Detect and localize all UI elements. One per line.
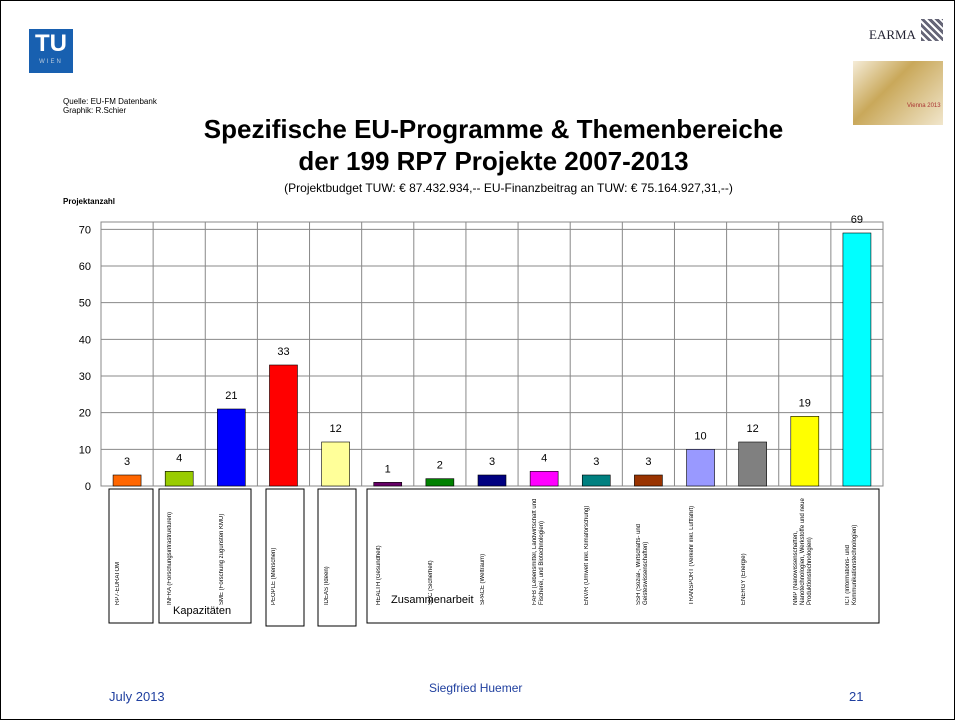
- x-tick-label: NMP (Nanowissenschaften, Nanotechnologie…: [792, 498, 813, 605]
- partner-icon: [921, 19, 943, 41]
- partner-name: EARMA: [869, 27, 916, 42]
- bar: [217, 408, 246, 487]
- y-tick-label: 50: [79, 298, 91, 310]
- x-tick-label: ENERGY (Energie): [740, 553, 747, 605]
- data-label: 12: [329, 423, 341, 435]
- box: [366, 488, 880, 624]
- badge-text: Vienna 2013: [907, 103, 941, 109]
- bar: [425, 478, 455, 487]
- bar: [321, 441, 350, 487]
- data-label: 3: [645, 456, 651, 468]
- data-label: 3: [124, 456, 130, 468]
- badge: [853, 61, 943, 125]
- data-label: 3: [593, 456, 599, 468]
- x-tick-label: FAFB (Lebensmittel, Landwirtschaft und F…: [532, 498, 546, 605]
- y-tick-label: 30: [79, 371, 91, 383]
- tu-logo: TU WIEN: [29, 29, 73, 73]
- footer-page: 21: [849, 689, 864, 704]
- x-tick-label: IDEAS (Ideen): [323, 566, 330, 605]
- x-tick-label: HEALTH (Gesundheit): [375, 545, 382, 605]
- bar: [790, 416, 820, 487]
- y-tick-label: 70: [79, 224, 91, 236]
- title-line: Spezifische EU-Programme & Themenbereich…: [203, 114, 784, 144]
- x-tick-label: ENV/R (Umwelt inkl. Klimaforschung): [584, 505, 591, 605]
- title-line: der 199 RP7 Projekte 2007-2013: [298, 146, 689, 176]
- source: Quelle: EU-FM Datenbank Graphik: R.Schie…: [63, 97, 157, 115]
- y-label: Projektanzahl: [63, 197, 116, 206]
- bar: [477, 474, 507, 487]
- data-label: 10: [694, 430, 706, 442]
- data-label: 21: [225, 390, 237, 402]
- y-tick-label: 20: [79, 408, 91, 420]
- footer-date: July 2013: [109, 689, 165, 704]
- x-tick-label: RP7-EURATOM: [115, 561, 122, 605]
- data-label: 2: [437, 460, 443, 472]
- x-tick-label: ICT (Informations- und Kommunikationstec…: [844, 524, 858, 605]
- data-label: 69: [851, 214, 863, 226]
- bar: [581, 474, 611, 487]
- source-line: Graphik: R.Schier: [63, 106, 127, 115]
- data-label: 12: [747, 423, 759, 435]
- y-tick-label: 40: [79, 334, 91, 346]
- x-tick-label: SEC (Sicherheit): [427, 560, 434, 605]
- y-tick-label: 10: [79, 444, 91, 456]
- data-label: 3: [489, 456, 495, 468]
- bar: [686, 449, 715, 487]
- bar: [112, 474, 142, 487]
- bar: [529, 471, 559, 487]
- bar: [164, 471, 194, 487]
- bar: [634, 474, 663, 487]
- data-label: 4: [541, 452, 547, 464]
- box: [265, 488, 305, 627]
- subtitle: (Projektbudget TUW: € 87.432.934,-- EU-F…: [284, 181, 733, 195]
- footer-author: Siegfried Huemer: [429, 681, 523, 695]
- group-boxes: [108, 488, 880, 627]
- logo-sub: WIEN: [39, 59, 63, 65]
- x-tick-label: SSH (Sozial-, Wirtschafts- und Geisteswi…: [636, 523, 650, 605]
- group-label: Kapazitäten: [173, 605, 231, 617]
- earma-logo: EARMA Vienna 2013: [849, 19, 945, 127]
- source-line: Quelle: EU-FM Datenbank: [63, 97, 157, 106]
- bar: [842, 232, 872, 487]
- x-tick-label: INFRA (Forschungsinfrastrukturen): [167, 511, 174, 605]
- logo-text: TU: [35, 30, 67, 57]
- group-label: Zusammenarbeit: [391, 594, 474, 606]
- box: [108, 488, 154, 624]
- y-tick-label: 0: [85, 481, 91, 493]
- data-label: 4: [176, 452, 182, 464]
- data-label: 19: [799, 397, 811, 409]
- bar: [373, 482, 403, 487]
- bar: [738, 441, 767, 487]
- title: Spezifische EU-Programme & Themenbereich…: [1, 113, 954, 177]
- x-tick-label: SPACE (Weltraum): [480, 553, 486, 605]
- x-tick-label: SME (Forschung zugunsten KMU): [219, 513, 226, 605]
- x-tick-label: TRANSPORT (Verkehr inkl. Luftfahrt): [688, 505, 695, 605]
- box: [158, 488, 252, 624]
- x-tick-label: PEOPLE (Menschen): [271, 547, 278, 605]
- y-tick-label: 60: [79, 261, 91, 273]
- bar: [269, 364, 298, 487]
- data-label: 33: [277, 346, 289, 358]
- data-label: 1: [385, 463, 391, 475]
- box: [317, 488, 357, 627]
